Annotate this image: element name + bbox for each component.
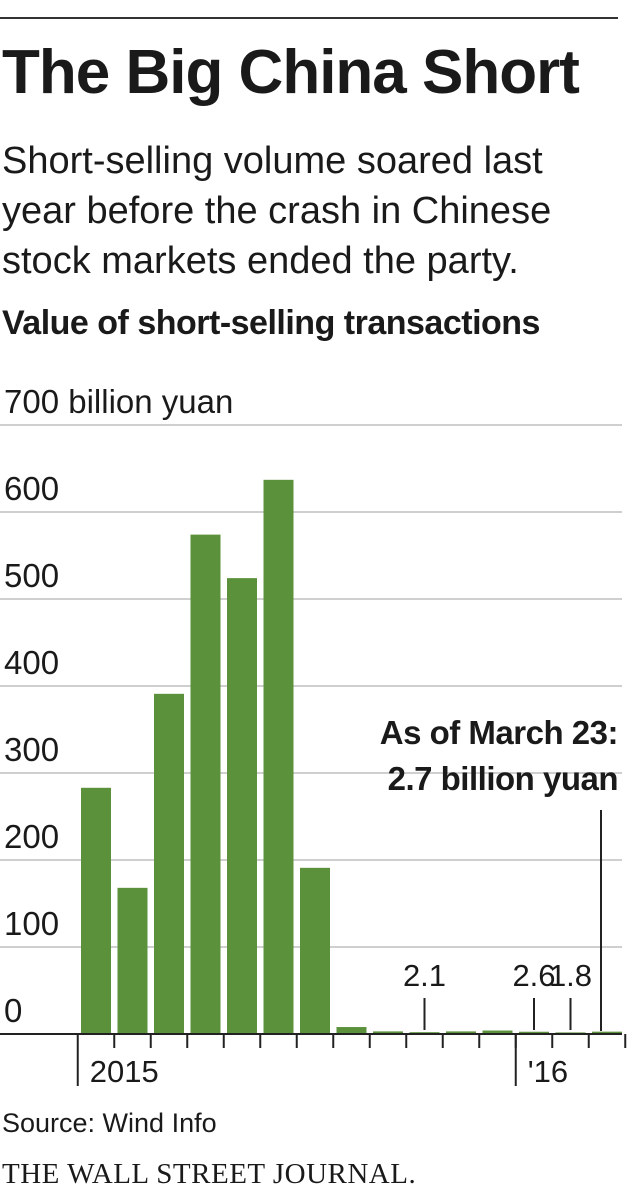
x-tick-label: '16: [528, 1054, 568, 1089]
annotation-line-1: As of March 23:: [380, 714, 618, 751]
bar: [117, 887, 148, 1034]
source-note: Source: Wind Info: [2, 1108, 217, 1138]
bar: [519, 1031, 549, 1034]
bar: [81, 787, 111, 1034]
bar: [482, 1030, 513, 1034]
bar: [227, 578, 257, 1034]
bar: [373, 1031, 403, 1034]
data-label: 2.1: [403, 958, 446, 993]
x-tick-label: 2015: [90, 1054, 159, 1089]
top-rule: [0, 17, 618, 19]
bar: [154, 693, 184, 1034]
chart-subtitle: Short-selling volume soared last year be…: [2, 140, 552, 282]
y-tick-label: 100: [4, 905, 59, 942]
bar: [592, 1031, 622, 1034]
chart-heading: Value of short-selling transactions: [2, 304, 540, 342]
y-tick-label: 700 billion yuan: [4, 383, 233, 420]
chart-title: The Big China Short: [2, 38, 580, 107]
bar: [446, 1031, 476, 1034]
bar: [336, 1027, 367, 1034]
bar: [263, 479, 294, 1034]
y-tick-label: 0: [4, 992, 22, 1029]
y-tick-label: 300: [4, 731, 59, 768]
data-label: 2.6: [512, 958, 555, 993]
y-tick-label: 400: [4, 644, 59, 681]
bar: [190, 534, 221, 1034]
y-tick-label: 200: [4, 818, 59, 855]
bar-chart: 0 100 200 300 400 500 600 700 billion yuan 2015 '…: [0, 383, 627, 1089]
y-tick-label: 500: [4, 557, 59, 594]
y-tick-label: 600: [4, 470, 59, 507]
publisher-logo: THE WALL STREET JOURNAL.: [2, 1158, 417, 1190]
annotation-line-2: 2.7 billion yuan: [388, 760, 618, 797]
data-label: 1.8: [549, 958, 592, 993]
bar: [300, 867, 330, 1034]
